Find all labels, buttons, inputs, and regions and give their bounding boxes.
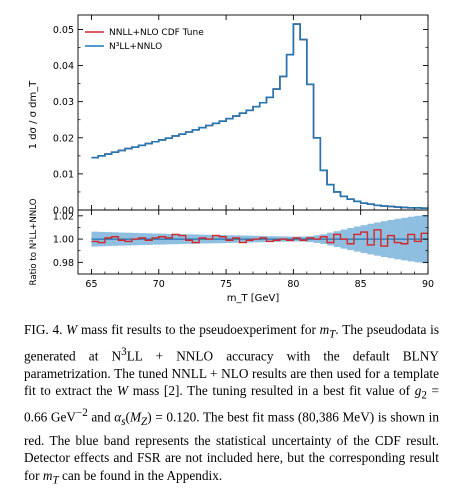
x-tick-label: 85 (355, 279, 367, 290)
caption-mt-symbol: m (319, 322, 330, 337)
y-tick-label: 0.01 (53, 169, 74, 180)
caption-text-3: LL + NNLO accuracy with the default BLNY… (24, 348, 439, 399)
caption-n3-superscript: 3 (121, 346, 127, 359)
caption-mz-symbol: M (129, 409, 142, 425)
legend-label-n3ll-nnlo: N³LL+NNLO (109, 42, 162, 52)
legend: NNLL+NLO CDF Tune N³LL+NNLO (85, 28, 204, 52)
x-tick-label: 80 (287, 279, 299, 290)
caption-text-4: mass [2]. The tuning resulted in a best … (128, 383, 415, 399)
caption-text-6: and (87, 409, 115, 425)
x-tick-label: 90 (422, 279, 434, 290)
x-tick-label: 75 (220, 279, 232, 290)
ratio-y-tick-label: 0.98 (53, 258, 74, 269)
ratio-line-cdf-tune (91, 229, 428, 247)
caption-g2-symbol: g (414, 383, 422, 399)
caption-text-8: ) = 0.120. The best fit mass (80,386 MeV… (24, 409, 439, 483)
caption-label: FIG. 4. (24, 322, 67, 337)
caption-text-1: mass fit results to the pseudoexperiment… (77, 322, 320, 337)
caption-alpha-symbol: α (114, 409, 122, 425)
caption-mt-subscript: T (329, 328, 336, 341)
caption-w-symbol: W (66, 322, 78, 337)
caption-text-5: = 0.66 GeV (24, 383, 439, 425)
distribution-panel: 0.00 0.01 0.02 0.03 0.04 0.05 1 dσ / σ dm_T N… (28, 14, 429, 217)
y-tick-label: 0.00 (53, 206, 74, 217)
ratio-y-axis-label: Ratio to N³LL+NNLO (29, 198, 39, 285)
top-y-axis-label: 1 dσ / σ dm_T (28, 80, 39, 150)
x-axis-label: m_T [GeV] (227, 293, 280, 304)
caption-mt-subscript-2: T (52, 474, 59, 487)
ratio-panel: 0.98 1.00 1.02 65 70 75 80 85 90 Ratio to N³LL+… (29, 198, 434, 304)
y-tick-label: 0.05 (53, 25, 74, 36)
caption-mt-symbol-2: m (42, 467, 53, 483)
caption-text-2: . The pseudodata is generated at N (24, 322, 440, 364)
figure-caption: FIG. 4. W mass fit results to the pseudo… (24, 321, 439, 490)
series-line-n3ll-nnlo (91, 23, 428, 209)
ratio-y-tick-label: 1.00 (53, 235, 74, 246)
caption-text-7: ( (125, 409, 130, 425)
caption-text-9: can be found in the Appendix. (58, 467, 223, 483)
y-tick-label: 0.03 (53, 97, 74, 108)
caption-w-symbol-2: W (117, 383, 129, 399)
x-tick-label: 70 (153, 279, 165, 290)
ratio-y-tick-label: 1.02 (53, 211, 74, 222)
figure: 0.00 0.01 0.02 0.03 0.04 0.05 1 dσ / σ dm_T N… (28, 14, 434, 304)
y-tick-label: 0.02 (53, 133, 74, 144)
caption-alpha-subscript: s (121, 416, 126, 429)
legend-label-nnll-nlo-cdf-tune: NNLL+NLO CDF Tune (109, 28, 204, 38)
x-tick-label: 65 (85, 279, 97, 290)
caption-mz-subscript: Z (141, 416, 148, 429)
caption-gev-superscript: −2 (75, 407, 88, 420)
y-tick-label: 0.04 (53, 61, 74, 72)
caption-g2-subscript: 2 (421, 389, 427, 402)
